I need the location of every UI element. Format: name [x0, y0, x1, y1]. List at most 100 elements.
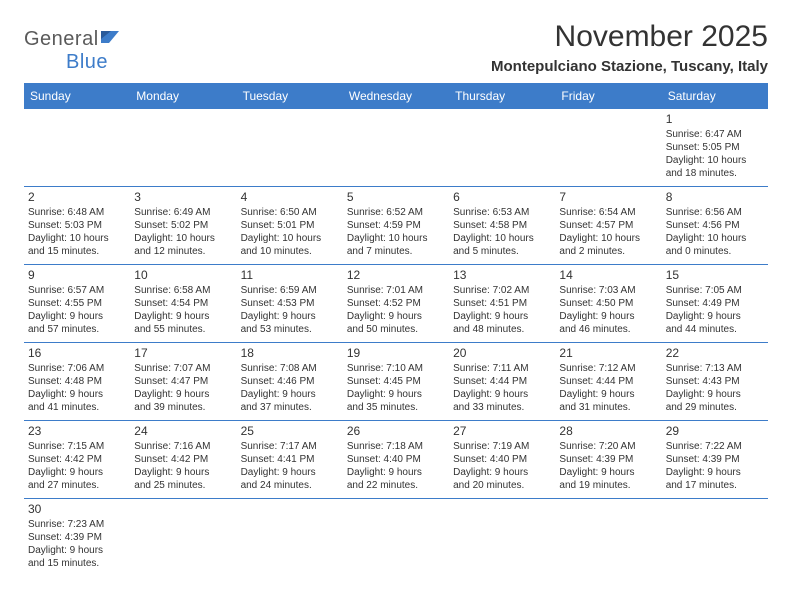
calendar-empty-cell — [555, 109, 661, 187]
sunrise-text: Sunrise: 6:56 AM — [666, 206, 764, 219]
calendar-day-cell: 14Sunrise: 7:03 AMSunset: 4:50 PMDayligh… — [555, 265, 661, 343]
logo-text: GeneralBlue — [24, 28, 123, 74]
daylight-text: Daylight: 9 hours — [134, 388, 232, 401]
flag-icon — [101, 28, 123, 51]
sunset-text: Sunset: 4:59 PM — [347, 219, 445, 232]
sunset-text: Sunset: 4:41 PM — [241, 453, 339, 466]
sunrise-text: Sunrise: 7:06 AM — [28, 362, 126, 375]
day-number: 10 — [134, 268, 232, 282]
daylight-text: Daylight: 9 hours — [28, 544, 126, 557]
calendar-empty-cell — [130, 109, 236, 187]
day-number: 27 — [453, 424, 551, 438]
calendar-day-cell: 16Sunrise: 7:06 AMSunset: 4:48 PMDayligh… — [24, 343, 130, 421]
sunrise-text: Sunrise: 7:13 AM — [666, 362, 764, 375]
calendar-day-cell: 17Sunrise: 7:07 AMSunset: 4:47 PMDayligh… — [130, 343, 236, 421]
calendar-day-cell: 6Sunrise: 6:53 AMSunset: 4:58 PMDaylight… — [449, 187, 555, 265]
calendar-day-cell: 30 Sunrise: 7:23 AMSunset: 4:39 PMDayligh… — [24, 499, 130, 577]
calendar-empty-cell — [237, 109, 343, 187]
daylight-text: Daylight: 9 hours — [453, 466, 551, 479]
calendar-week-row: 23Sunrise: 7:15 AMSunset: 4:42 PMDayligh… — [24, 421, 768, 499]
day-number: 20 — [453, 346, 551, 360]
weekday-header: Monday — [130, 83, 236, 109]
day-number: 18 — [241, 346, 339, 360]
sunrise-text: Sunrise: 7:12 AM — [559, 362, 657, 375]
sunrise-text: Sunrise: 6:54 AM — [559, 206, 657, 219]
sunset-text: Sunset: 4:42 PM — [134, 453, 232, 466]
calendar-week-row: 1Sunrise: 6:47 AMSunset: 5:05 PMDaylight… — [24, 109, 768, 187]
daylight-text: Daylight: 9 hours — [453, 388, 551, 401]
sunset-text: Sunset: 4:49 PM — [666, 297, 764, 310]
daylight-text: and 24 minutes. — [241, 479, 339, 492]
day-number: 4 — [241, 190, 339, 204]
sunrise-text: Sunrise: 6:50 AM — [241, 206, 339, 219]
sunset-text: Sunset: 4:39 PM — [559, 453, 657, 466]
sunset-text: Sunset: 5:02 PM — [134, 219, 232, 232]
day-number: 16 — [28, 346, 126, 360]
calendar-day-cell: 11Sunrise: 6:59 AMSunset: 4:53 PMDayligh… — [237, 265, 343, 343]
sunrise-text: Sunrise: 7:18 AM — [347, 440, 445, 453]
sunset-text: Sunset: 4:53 PM — [241, 297, 339, 310]
sunset-text: Sunset: 4:42 PM — [28, 453, 126, 466]
day-number: 3 — [134, 190, 232, 204]
daylight-text: Daylight: 9 hours — [28, 388, 126, 401]
calendar-body: 1Sunrise: 6:47 AMSunset: 5:05 PMDaylight… — [24, 109, 768, 576]
sunset-text: Sunset: 4:57 PM — [559, 219, 657, 232]
daylight-text: and 29 minutes. — [666, 401, 764, 414]
header: GeneralBlue November 2025 Montepulciano … — [24, 20, 768, 75]
daylight-text: Daylight: 9 hours — [241, 310, 339, 323]
day-number: 30 — [28, 502, 126, 516]
daylight-text: Daylight: 10 hours — [559, 232, 657, 245]
sunset-text: Sunset: 4:39 PM — [666, 453, 764, 466]
calendar-week-row: 16Sunrise: 7:06 AMSunset: 4:48 PMDayligh… — [24, 343, 768, 421]
daylight-text: Daylight: 9 hours — [347, 310, 445, 323]
day-number: 21 — [559, 346, 657, 360]
sunrise-text: Sunrise: 6:48 AM — [28, 206, 126, 219]
calendar-day-cell: 29Sunrise: 7:22 AMSunset: 4:39 PMDayligh… — [662, 421, 768, 499]
daylight-text: Daylight: 10 hours — [666, 232, 764, 245]
day-number: 11 — [241, 268, 339, 282]
day-number: 15 — [666, 268, 764, 282]
calendar-empty-cell — [343, 499, 449, 577]
daylight-text: and 55 minutes. — [134, 323, 232, 336]
daylight-text: and 18 minutes. — [666, 167, 764, 180]
calendar-day-cell: 21Sunrise: 7:12 AMSunset: 4:44 PMDayligh… — [555, 343, 661, 421]
daylight-text: and 19 minutes. — [559, 479, 657, 492]
calendar-day-cell: 1Sunrise: 6:47 AMSunset: 5:05 PMDaylight… — [662, 109, 768, 187]
daylight-text: and 17 minutes. — [666, 479, 764, 492]
daylight-text: and 53 minutes. — [241, 323, 339, 336]
day-number: 19 — [347, 346, 445, 360]
calendar-empty-cell — [343, 109, 449, 187]
daylight-text: Daylight: 9 hours — [241, 388, 339, 401]
calendar-day-cell: 19Sunrise: 7:10 AMSunset: 4:45 PMDayligh… — [343, 343, 449, 421]
daylight-text: and 20 minutes. — [453, 479, 551, 492]
day-number: 17 — [134, 346, 232, 360]
day-number: 24 — [134, 424, 232, 438]
calendar-day-cell: 7Sunrise: 6:54 AMSunset: 4:57 PMDaylight… — [555, 187, 661, 265]
weekday-header: Tuesday — [237, 83, 343, 109]
sunrise-text: Sunrise: 6:58 AM — [134, 284, 232, 297]
daylight-text: and 41 minutes. — [28, 401, 126, 414]
page-title: November 2025 — [491, 20, 768, 54]
sunset-text: Sunset: 4:39 PM — [28, 531, 126, 544]
calendar-empty-cell — [555, 499, 661, 577]
day-number: 29 — [666, 424, 764, 438]
weekday-header: Saturday — [662, 83, 768, 109]
daylight-text: and 50 minutes. — [347, 323, 445, 336]
daylight-text: and 31 minutes. — [559, 401, 657, 414]
day-number: 22 — [666, 346, 764, 360]
calendar-day-cell: 18Sunrise: 7:08 AMSunset: 4:46 PMDayligh… — [237, 343, 343, 421]
day-number: 8 — [666, 190, 764, 204]
sunset-text: Sunset: 4:51 PM — [453, 297, 551, 310]
calendar-table: SundayMondayTuesdayWednesdayThursdayFrid… — [24, 83, 768, 576]
logo: GeneralBlue — [24, 20, 123, 74]
daylight-text: Daylight: 9 hours — [559, 466, 657, 479]
sunrise-text: Sunrise: 7:10 AM — [347, 362, 445, 375]
calendar-day-cell: 12Sunrise: 7:01 AMSunset: 4:52 PMDayligh… — [343, 265, 449, 343]
daylight-text: Daylight: 10 hours — [28, 232, 126, 245]
weekday-header: Thursday — [449, 83, 555, 109]
daylight-text: and 33 minutes. — [453, 401, 551, 414]
sunrise-text: Sunrise: 7:01 AM — [347, 284, 445, 297]
daylight-text: and 27 minutes. — [28, 479, 126, 492]
daylight-text: and 7 minutes. — [347, 245, 445, 258]
sunrise-text: Sunrise: 7:23 AM — [28, 518, 126, 531]
